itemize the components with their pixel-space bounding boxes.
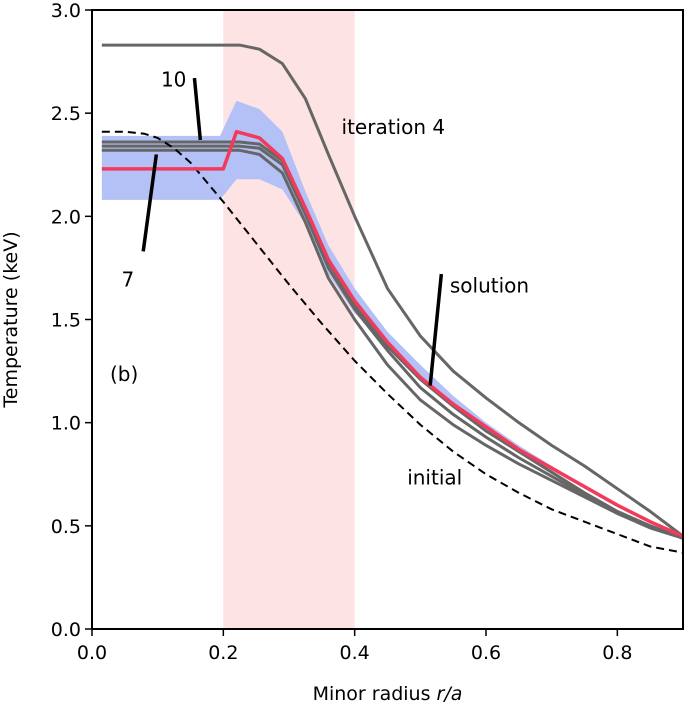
y-tick-label: 0.5: [51, 516, 81, 538]
y-tick-label: 0.0: [51, 619, 81, 641]
pointer-line-1: [141, 154, 159, 252]
plot-area: [92, 10, 683, 629]
x-tick-label: 0.8: [602, 642, 632, 664]
shaded-region: [223, 10, 355, 629]
series-line-iteration-2: [101, 144, 683, 540]
y-tick-label: 2.5: [51, 103, 81, 125]
annotation-2: initial: [407, 466, 462, 490]
series-line-iteration-3: [101, 148, 683, 540]
x-axis-label: Minor radius r/a: [313, 683, 463, 705]
x-tick-label: 0.2: [208, 642, 238, 664]
y-tick-label: 3.0: [51, 0, 81, 22]
uncertainty-band: [101, 100, 683, 539]
y-tick-label: 2.0: [51, 206, 81, 228]
x-tick-label: 0.0: [77, 642, 107, 664]
x-axis-ticks: 0.0 0.2 0.4 0.6 0.8: [77, 629, 632, 664]
panel-label: (b): [110, 362, 138, 386]
y-tick-label: 1.5: [51, 310, 81, 332]
series-line-initial-4: [101, 130, 683, 554]
y-axis-label: Temperature (keV): [0, 231, 22, 408]
x-tick-label: 0.6: [471, 642, 501, 664]
pointer-line-2: [428, 273, 444, 386]
chart-marks: [101, 43, 683, 554]
annotation-3: 10: [161, 67, 186, 91]
annotations: iteration 4 solution initial 10 7: [122, 67, 530, 489]
x-tick-label: 0.4: [340, 642, 370, 664]
y-axis-ticks: 0.0 0.5 1.0 1.5 2.0 2.5 3.0: [51, 0, 92, 641]
series-line-iteration-1: [101, 140, 683, 540]
plot-background: [92, 10, 683, 629]
pointer-line-0: [192, 77, 203, 141]
annotation-1: solution: [450, 274, 529, 298]
y-tick-label: 1.0: [51, 413, 81, 435]
annotation-4: 7: [122, 267, 135, 291]
series-line-iteration-0: [101, 43, 683, 538]
series-line-solution-5: [101, 129, 683, 538]
annotation-0: iteration 4: [342, 115, 446, 139]
